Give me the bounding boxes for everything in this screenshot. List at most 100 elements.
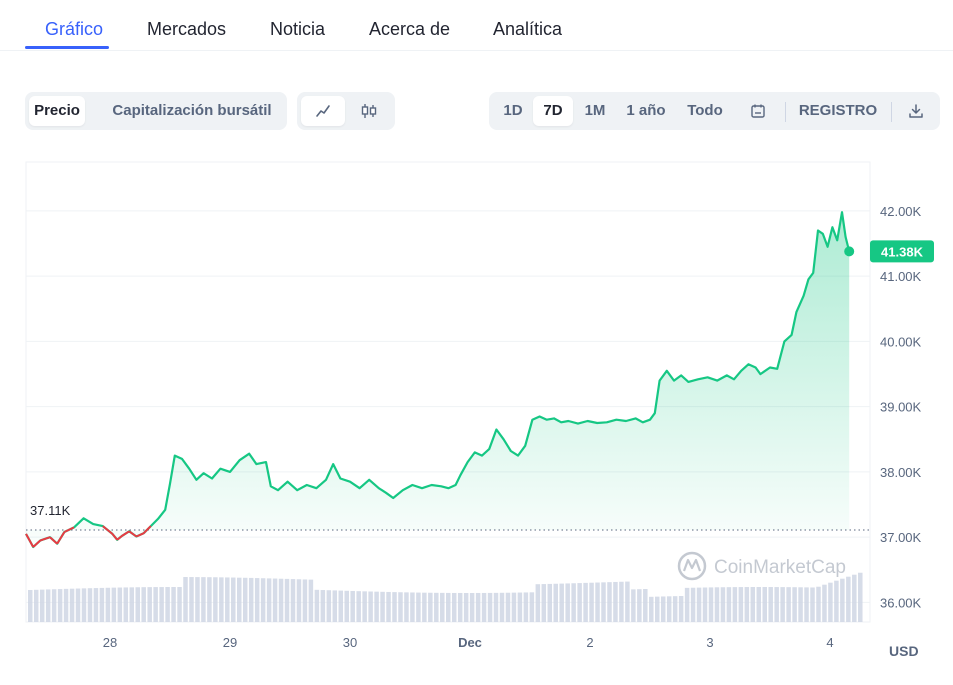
volume-bar	[595, 582, 600, 622]
tab-bar: Gráfico Mercados Noticia Acerca de Analí…	[0, 0, 953, 51]
volume-bar	[350, 590, 355, 622]
volume-bar	[231, 577, 236, 622]
volume-bar	[643, 589, 648, 622]
range-all-button[interactable]: Todo	[687, 102, 723, 119]
volume-bar	[499, 592, 505, 622]
volume-bar	[517, 592, 523, 622]
range-7d-button[interactable]: 7D	[533, 96, 573, 126]
volume-bar	[625, 581, 630, 622]
candlestick-icon[interactable]	[347, 96, 391, 126]
volume-bar	[457, 592, 463, 622]
log-scale-button[interactable]: REGISTRO	[798, 102, 878, 119]
volume-bar	[684, 587, 690, 622]
volume-bar	[583, 582, 588, 622]
volume-bar	[798, 587, 803, 622]
download-icon[interactable]	[901, 96, 931, 126]
volume-bar	[159, 587, 164, 622]
volume-bar	[469, 592, 475, 622]
metric-toggle: Precio Capitalización bursátil	[25, 92, 287, 130]
volume-bar	[666, 596, 672, 622]
volume-bar	[768, 587, 773, 622]
x-axis: 28 29 30 Dec 2 3 4	[103, 635, 834, 650]
y-tick-label: 37.00K	[880, 530, 922, 545]
volume-bar	[416, 592, 421, 622]
volume-bar	[858, 572, 863, 622]
range-1d-button[interactable]: 1D	[503, 102, 523, 119]
volume-bar	[780, 587, 785, 622]
x-tick-label: 2	[586, 635, 593, 650]
volume-bar	[702, 587, 708, 622]
coinmarketcap-logo-icon	[677, 551, 707, 581]
market-cap-button[interactable]: Capitalización bursátil	[112, 102, 272, 119]
volume-bar	[451, 592, 457, 622]
volume-bar	[69, 588, 75, 622]
volume-bar	[296, 579, 302, 622]
volume-bar	[338, 590, 344, 622]
line-chart-icon[interactable]	[301, 96, 345, 126]
volume-bar	[446, 592, 451, 622]
volume-bar	[792, 587, 797, 622]
tab-analytics[interactable]: Analítica	[493, 19, 563, 39]
price-chart[interactable]: 42.00K 41.00K 40.00K 39.00K 38.00K 37.00K 36.0…	[0, 150, 953, 685]
y-tick-label: 42.00K	[880, 204, 922, 219]
volume-bar	[601, 582, 606, 622]
volume-bar	[607, 582, 612, 622]
volume-bar	[744, 587, 750, 622]
tab-chart[interactable]: Gráfico	[45, 19, 104, 39]
volume-bar	[577, 583, 582, 622]
range-toolbar: 1D 7D 1M 1 año Todo REGISTRO	[489, 92, 940, 130]
volume-bar	[846, 576, 851, 622]
x-tick-label: 3	[706, 635, 713, 650]
y-tick-label: 36.00K	[880, 595, 922, 610]
calendar-icon[interactable]	[743, 96, 773, 126]
volume-bar	[219, 577, 224, 622]
volume-bar	[475, 592, 481, 622]
volume-bar	[816, 586, 821, 622]
toolbar-divider	[891, 102, 892, 122]
volume-bar	[207, 577, 212, 622]
volume-bar	[655, 596, 660, 622]
volume-bar	[141, 587, 146, 622]
volume-bar	[547, 583, 553, 622]
volume-bar	[171, 587, 176, 622]
volume-bar	[183, 577, 188, 622]
volume-bar	[774, 587, 779, 622]
volume-bar	[678, 596, 684, 622]
volume-bar	[822, 584, 827, 622]
volume-bar	[320, 590, 326, 622]
volume-bar	[505, 592, 511, 622]
volume-bar	[290, 579, 296, 622]
range-1m-button[interactable]: 1M	[584, 102, 606, 119]
volume-bar	[356, 591, 361, 622]
volume-bar	[189, 577, 194, 622]
volume-bar	[63, 588, 69, 622]
price-button[interactable]: Precio	[29, 96, 85, 126]
volume-bar	[756, 587, 762, 622]
volume-bar	[314, 589, 320, 622]
volume-bar	[481, 592, 487, 622]
tab-news[interactable]: Noticia	[270, 19, 326, 39]
volume-bar	[45, 589, 51, 622]
volume-bar	[428, 592, 433, 622]
volume-bar	[123, 587, 129, 622]
volume-bar	[165, 587, 170, 622]
volume-bar	[99, 587, 105, 622]
x-tick-label: 29	[223, 635, 237, 650]
volume-bar	[523, 592, 529, 622]
volume-bar	[672, 596, 678, 622]
volume-bar	[254, 578, 260, 622]
volume-bar	[111, 587, 117, 622]
volume-bar	[33, 589, 39, 622]
price-line-up	[25, 211, 851, 549]
range-1y-button[interactable]: 1 año	[626, 102, 666, 119]
tab-markets[interactable]: Mercados	[147, 19, 227, 39]
x-tick-label: Dec	[458, 635, 482, 650]
volume-bar	[380, 591, 385, 622]
volume-bar	[720, 587, 726, 622]
current-price-label: 41.38K	[881, 244, 924, 259]
volume-bar	[553, 583, 558, 622]
tab-about[interactable]: Acerca de	[369, 19, 451, 39]
active-tab-indicator	[25, 46, 109, 49]
currency-unit: USD	[889, 643, 919, 659]
current-price-badge	[870, 240, 934, 263]
